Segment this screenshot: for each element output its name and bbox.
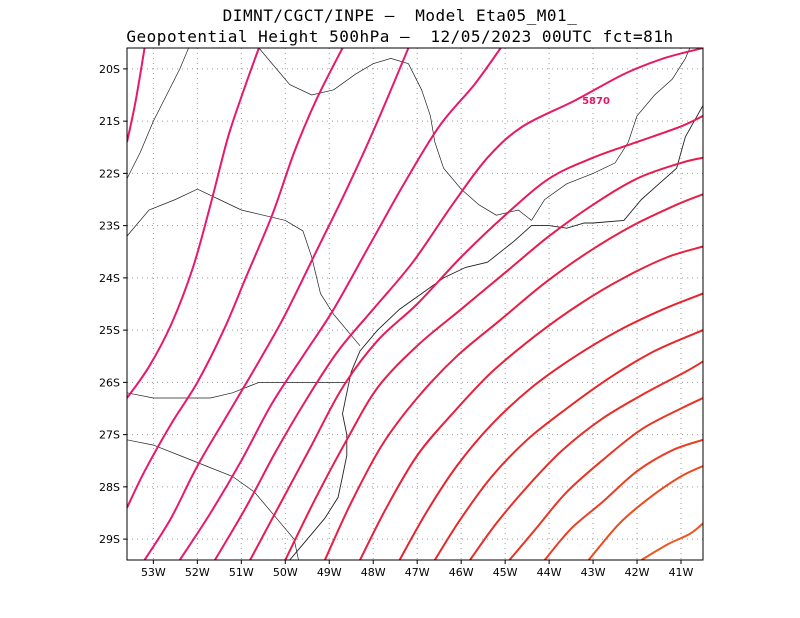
x-tick-label: 45W bbox=[493, 566, 518, 579]
x-tick-label: 49W bbox=[317, 566, 342, 579]
x-tick-label: 42W bbox=[625, 566, 650, 579]
height-contour-line bbox=[143, 48, 410, 560]
height-contour-line bbox=[587, 465, 703, 560]
x-tick-label: 52W bbox=[185, 566, 210, 579]
height-contour-line bbox=[178, 48, 502, 560]
height-contours bbox=[127, 48, 703, 560]
y-tick-label: 29S bbox=[99, 533, 120, 546]
chart-title-line-2: Geopotential Height 500hPa – 12/05/2023 … bbox=[126, 27, 674, 46]
y-tick-label: 23S bbox=[99, 220, 120, 233]
state-border bbox=[127, 382, 347, 399]
x-tick-label: 41W bbox=[669, 566, 694, 579]
y-tick-label: 21S bbox=[99, 115, 120, 128]
height-contour-line bbox=[359, 245, 703, 560]
y-tick-label: 20S bbox=[99, 63, 120, 76]
height-contour-line bbox=[127, 48, 260, 399]
geographic-boundaries bbox=[127, 48, 703, 560]
height-contour-line bbox=[469, 360, 703, 560]
x-tick-label: 44W bbox=[537, 566, 562, 579]
height-contour-line bbox=[127, 48, 344, 509]
chart-title-line-1: DIMNT/CGCT/INPE – Model Eta05_M01_ bbox=[222, 6, 578, 25]
contour-label-5870: 5870 bbox=[582, 96, 610, 107]
x-tick-label: 50W bbox=[273, 566, 298, 579]
x-tick-label: 46W bbox=[449, 566, 474, 579]
axis-ticks: 53W 52W 51W 50W 49W 48W 47W 46W 45W 44W 43W 42W 41W 2… bbox=[99, 63, 694, 579]
state-border bbox=[531, 48, 691, 221]
height-contour-line bbox=[508, 397, 703, 560]
x-tick-label: 53W bbox=[141, 566, 166, 579]
height-contour-line bbox=[433, 329, 703, 560]
x-tick-label: 43W bbox=[581, 566, 606, 579]
map-frame bbox=[126, 47, 704, 561]
height-contour-line bbox=[398, 292, 703, 560]
y-tick-label: 28S bbox=[99, 481, 120, 494]
height-contour-line bbox=[249, 115, 703, 560]
graticule bbox=[127, 48, 703, 560]
x-tick-label: 47W bbox=[405, 566, 430, 579]
y-tick-label: 26S bbox=[99, 376, 120, 389]
state-border bbox=[258, 48, 532, 221]
y-tick-label: 22S bbox=[99, 167, 120, 180]
x-tick-label: 48W bbox=[361, 566, 386, 579]
height-contour-line bbox=[323, 193, 703, 560]
y-tick-label: 27S bbox=[99, 429, 120, 442]
y-tick-label: 24S bbox=[99, 272, 120, 285]
height-contour-line bbox=[127, 48, 146, 143]
coastline bbox=[289, 105, 703, 560]
height-contour-line bbox=[640, 522, 703, 560]
x-tick-label: 51W bbox=[229, 566, 254, 579]
map-background bbox=[127, 48, 703, 560]
height-contour-line bbox=[543, 438, 703, 560]
height-contour-line bbox=[284, 156, 703, 560]
height-contour-line bbox=[214, 48, 703, 560]
state-border bbox=[127, 48, 189, 179]
y-tick-label: 25S bbox=[99, 324, 120, 337]
